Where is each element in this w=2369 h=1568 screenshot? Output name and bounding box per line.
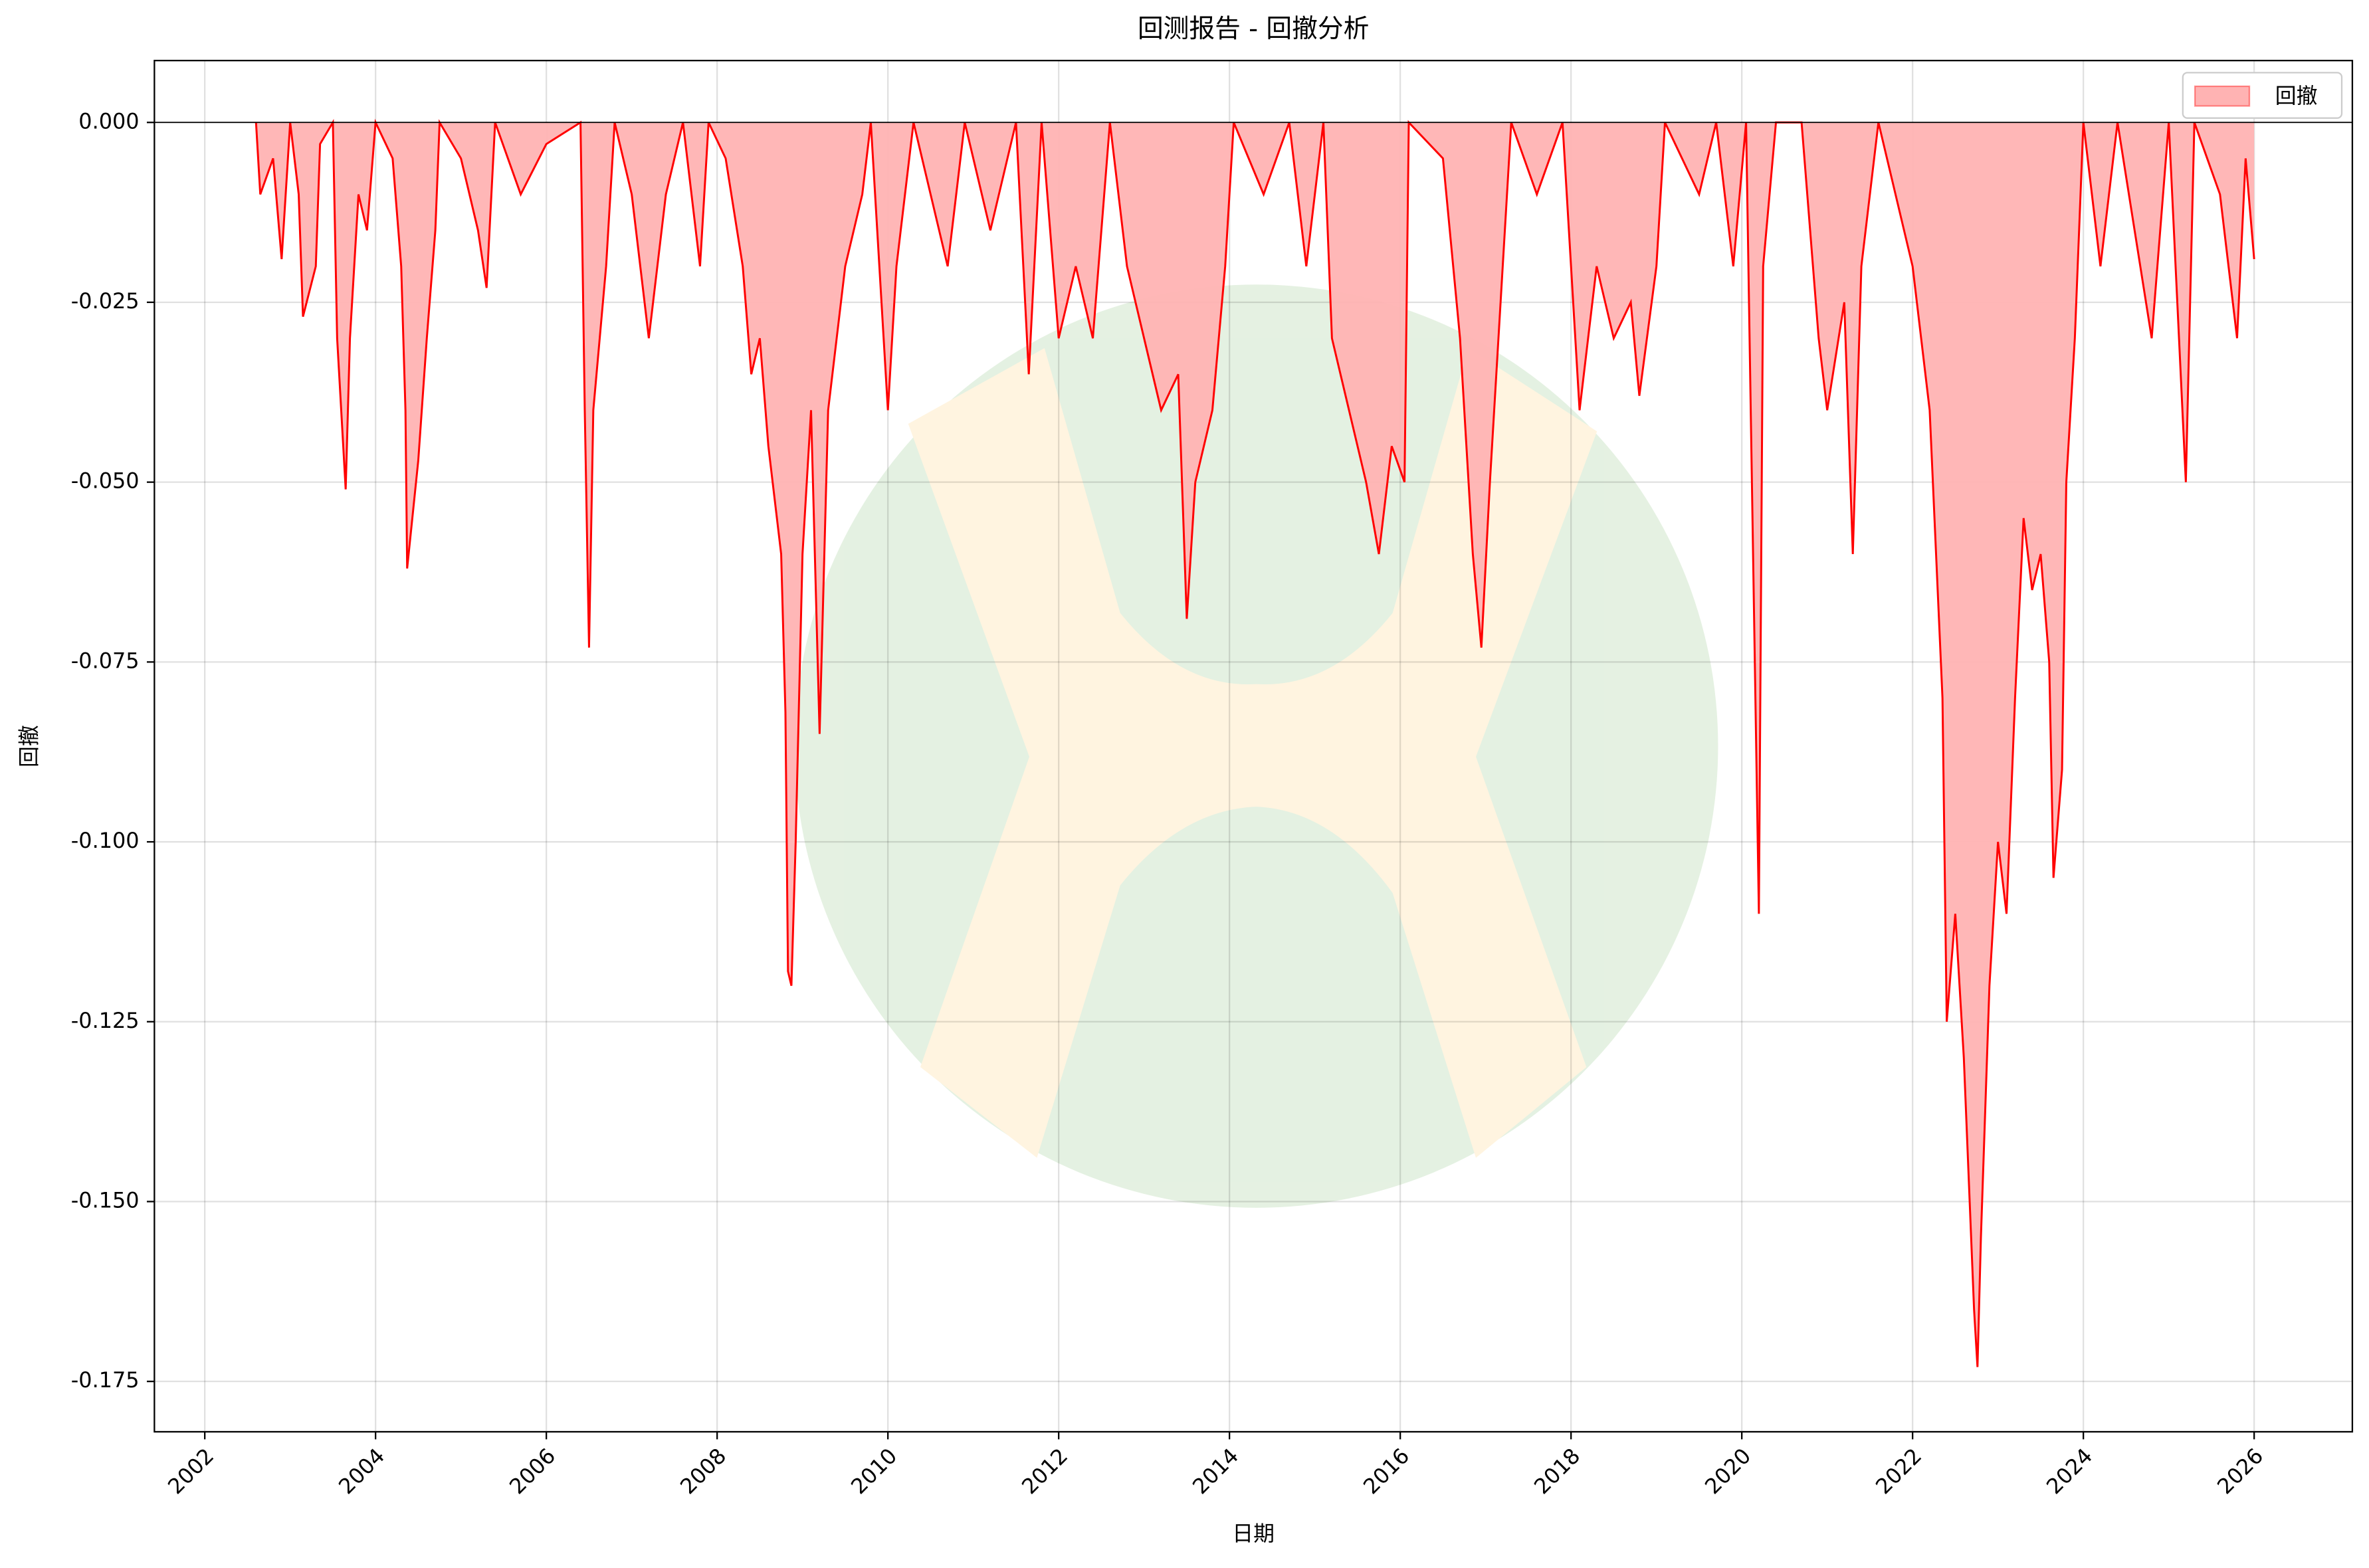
y-tick-label: -0.125 [71, 1008, 140, 1033]
x-tick-label: 2010 [846, 1443, 902, 1499]
drawdown-line [255, 118, 2255, 1367]
area-fill [256, 122, 2255, 1367]
plot-frame [154, 59, 2354, 1433]
x-tick-label: 2018 [1529, 1443, 1585, 1499]
y-tick-label: -0.025 [71, 288, 140, 314]
x-tick-label: 2026 [2212, 1443, 2268, 1499]
x-tick-label: 2008 [675, 1443, 731, 1499]
x-tick-label: 2012 [1017, 1443, 1073, 1499]
x-tick-label: 2022 [1871, 1443, 1926, 1499]
y-tick-label: -0.175 [71, 1367, 140, 1393]
x-tick-label: 2014 [1187, 1443, 1243, 1499]
y-tick-label: -0.100 [71, 828, 140, 853]
legend-box [2182, 72, 2343, 119]
x-tick-label: 2002 [163, 1443, 219, 1499]
y-tick-label: -0.150 [71, 1187, 140, 1213]
y-tick-label: 0.000 [78, 108, 139, 134]
watermark [794, 284, 1718, 1208]
y-axis-label: 回撤 [17, 725, 42, 767]
x-axis-label: 日期 [1232, 1521, 1275, 1546]
legend-swatch [2194, 85, 2251, 107]
y-tick-label: -0.075 [71, 648, 140, 673]
x-tick-label: 2004 [334, 1443, 389, 1499]
x-tick-label: 2020 [1700, 1443, 1756, 1499]
x-tick-label: 2016 [1358, 1443, 1414, 1499]
y-tick-label: -0.050 [71, 468, 140, 494]
legend-label: 回撤 [2275, 83, 2318, 108]
chart-title: 回测报告 - 回撤分析 [1138, 14, 1369, 44]
x-tick-label: 2006 [504, 1443, 560, 1499]
x-tick-label: 2024 [2041, 1443, 2097, 1499]
